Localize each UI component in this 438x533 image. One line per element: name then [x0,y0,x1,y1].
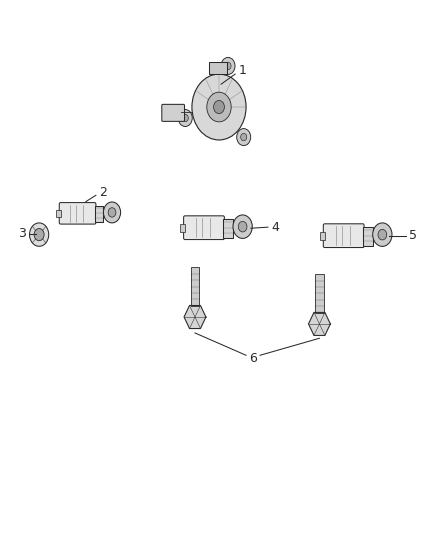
Circle shape [207,92,231,122]
Bar [363,227,373,246]
FancyBboxPatch shape [59,203,96,224]
Bar [95,206,103,222]
Bar [320,231,325,240]
Circle shape [240,133,247,141]
Text: 3: 3 [18,227,25,240]
Bar [191,268,199,306]
Circle shape [192,74,246,140]
Text: 1: 1 [239,64,247,77]
Circle shape [178,109,192,126]
Polygon shape [184,305,206,328]
Bar [209,62,227,74]
Circle shape [373,223,392,246]
FancyBboxPatch shape [162,104,184,122]
Bar [180,223,185,232]
Text: 4: 4 [272,221,280,233]
Bar [56,209,61,217]
Bar [315,274,324,313]
Circle shape [214,100,224,114]
Circle shape [103,202,120,223]
Circle shape [34,229,44,241]
Circle shape [108,208,116,217]
Circle shape [233,215,252,238]
Bar [223,219,233,238]
Polygon shape [308,312,330,335]
Circle shape [237,128,251,146]
Circle shape [221,58,235,75]
Text: 5: 5 [409,229,417,242]
Text: 6: 6 [249,352,257,365]
Text: 2: 2 [99,185,107,199]
Circle shape [238,221,247,232]
Circle shape [182,114,188,122]
Circle shape [29,223,49,246]
FancyBboxPatch shape [184,216,224,239]
Circle shape [378,229,387,240]
Circle shape [225,62,231,70]
FancyBboxPatch shape [323,224,364,247]
